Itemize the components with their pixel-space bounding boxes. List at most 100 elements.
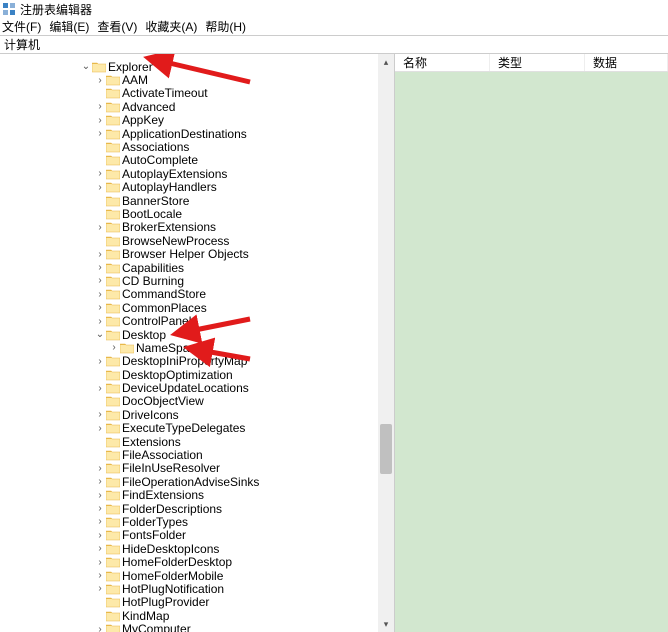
chevron-right-icon[interactable]: › — [94, 101, 106, 112]
chevron-right-icon[interactable]: › — [94, 409, 106, 420]
chevron-right-icon[interactable]: › — [94, 75, 106, 86]
tree-item-label: BootLocale — [122, 207, 182, 221]
tree-item[interactable]: ⌄ Explorer — [10, 60, 376, 73]
chevron-right-icon[interactable]: › — [94, 490, 106, 501]
tree-item[interactable]: › BannerStore — [10, 194, 376, 207]
tree-item[interactable]: › HotPlugNotification — [10, 582, 376, 595]
chevron-right-icon[interactable]: › — [94, 516, 106, 527]
tree-item[interactable]: › ControlPanel — [10, 314, 376, 327]
tree-item[interactable]: › DriveIcons — [10, 408, 376, 421]
address-bar[interactable]: 计算机 — [0, 36, 668, 54]
tree-item[interactable]: › AppKey — [10, 114, 376, 127]
chevron-right-icon[interactable]: › — [108, 342, 120, 353]
tree-item[interactable]: › AutoplayExtensions — [10, 167, 376, 180]
chevron-right-icon[interactable]: › — [94, 182, 106, 193]
tree-item[interactable]: › Extensions — [10, 435, 376, 448]
tree-item[interactable]: › ApplicationDestinations — [10, 127, 376, 140]
tree[interactable]: ⌄ Explorer› AAM› ActivateTimeout› Advanc… — [0, 60, 394, 632]
tree-item[interactable]: › ActivateTimeout — [10, 87, 376, 100]
chevron-right-icon[interactable]: › — [94, 557, 106, 568]
folder-icon — [106, 101, 120, 113]
tree-item-label: MyComputer — [122, 622, 191, 632]
tree-item[interactable]: › BootLocale — [10, 207, 376, 220]
tree-item[interactable]: › BrowseNewProcess — [10, 234, 376, 247]
col-name[interactable]: 名称 — [395, 54, 490, 71]
tree-item[interactable]: › FindExtensions — [10, 489, 376, 502]
chevron-right-icon[interactable]: › — [94, 583, 106, 594]
tree-item[interactable]: › Browser Helper Objects — [10, 247, 376, 260]
chevron-right-icon[interactable]: › — [94, 222, 106, 233]
chevron-right-icon[interactable]: › — [94, 262, 106, 273]
scroll-up-icon[interactable]: ▴ — [378, 54, 394, 70]
chevron-right-icon[interactable]: › — [94, 275, 106, 286]
chevron-right-icon[interactable]: › — [94, 463, 106, 474]
tree-item[interactable]: › HotPlugProvider — [10, 596, 376, 609]
tree-scrollbar[interactable]: ▴ ▾ — [378, 54, 394, 632]
tree-item[interactable]: › CommonPlaces — [10, 301, 376, 314]
tree-pane: ⌄ Explorer› AAM› ActivateTimeout› Advanc… — [0, 54, 395, 632]
chevron-right-icon[interactable]: › — [94, 503, 106, 514]
scroll-down-icon[interactable]: ▾ — [378, 616, 394, 632]
chevron-right-icon[interactable]: › — [94, 570, 106, 581]
chevron-down-icon[interactable]: ⌄ — [94, 329, 106, 340]
folder-icon — [106, 87, 120, 99]
tree-item[interactable]: › NameSpace — [10, 341, 376, 354]
tree-item[interactable]: › FileAssociation — [10, 448, 376, 461]
scroll-thumb[interactable] — [380, 424, 392, 474]
tree-item-label: DocObjectView — [122, 394, 204, 408]
tree-item[interactable]: › DesktopIniPropertyMap — [10, 355, 376, 368]
tree-item[interactable]: › FontsFolder — [10, 529, 376, 542]
chevron-right-icon[interactable]: › — [94, 316, 106, 327]
col-data[interactable]: 数据 — [585, 54, 668, 71]
tree-item[interactable]: › AutoComplete — [10, 154, 376, 167]
tree-item-label: NameSpace — [136, 341, 202, 355]
chevron-right-icon[interactable]: › — [94, 289, 106, 300]
tree-item[interactable]: › FileInUseResolver — [10, 462, 376, 475]
menu-view[interactable]: 查看(V) — [97, 18, 137, 35]
tree-item-label: HomeFolderMobile — [122, 569, 223, 583]
tree-item[interactable]: › HomeFolderDesktop — [10, 555, 376, 568]
tree-item[interactable]: › FolderTypes — [10, 515, 376, 528]
tree-item[interactable]: › HideDesktopIcons — [10, 542, 376, 555]
menu-help[interactable]: 帮助(H) — [205, 18, 246, 35]
tree-item[interactable]: › Advanced — [10, 100, 376, 113]
tree-item[interactable]: › FolderDescriptions — [10, 502, 376, 515]
chevron-right-icon[interactable]: › — [94, 115, 106, 126]
chevron-right-icon[interactable]: › — [94, 249, 106, 260]
tree-item[interactable]: › CD Burning — [10, 274, 376, 287]
tree-item[interactable]: › DeviceUpdateLocations — [10, 381, 376, 394]
tree-item[interactable]: › AAM — [10, 73, 376, 86]
chevron-right-icon[interactable]: › — [94, 128, 106, 139]
chevron-right-icon[interactable]: › — [94, 476, 106, 487]
tree-item[interactable]: › CommandStore — [10, 288, 376, 301]
chevron-right-icon[interactable]: › — [94, 624, 106, 632]
chevron-right-icon[interactable]: › — [94, 423, 106, 434]
chevron-right-icon[interactable]: › — [94, 302, 106, 313]
chevron-right-icon[interactable]: › — [94, 383, 106, 394]
tree-item[interactable]: › FileOperationAdviseSinks — [10, 475, 376, 488]
chevron-right-icon[interactable]: › — [94, 168, 106, 179]
tree-item[interactable]: › BrokerExtensions — [10, 221, 376, 234]
tree-item[interactable]: › KindMap — [10, 609, 376, 622]
chevron-down-icon[interactable]: ⌄ — [80, 61, 92, 72]
folder-icon — [92, 61, 106, 73]
tree-item[interactable]: › DocObjectView — [10, 395, 376, 408]
tree-item[interactable]: › DesktopOptimization — [10, 368, 376, 381]
tree-item[interactable]: › AutoplayHandlers — [10, 181, 376, 194]
tree-item[interactable]: › HomeFolderMobile — [10, 569, 376, 582]
tree-item[interactable]: ⌄ Desktop — [10, 328, 376, 341]
chevron-right-icon[interactable]: › — [94, 356, 106, 367]
chevron-right-icon[interactable]: › — [94, 530, 106, 541]
list-body[interactable] — [395, 72, 668, 632]
tree-item[interactable]: › Associations — [10, 140, 376, 153]
folder-icon — [106, 476, 120, 488]
tree-item[interactable]: › MyComputer — [10, 622, 376, 632]
tree-item[interactable]: › Capabilities — [10, 261, 376, 274]
chevron-right-icon[interactable]: › — [94, 543, 106, 554]
tree-item[interactable]: › ExecuteTypeDelegates — [10, 422, 376, 435]
menu-file[interactable]: 文件(F) — [2, 18, 41, 35]
menu-favorites[interactable]: 收藏夹(A) — [145, 18, 197, 35]
folder-icon — [106, 462, 120, 474]
col-type[interactable]: 类型 — [490, 54, 585, 71]
menu-edit[interactable]: 编辑(E) — [49, 18, 89, 35]
